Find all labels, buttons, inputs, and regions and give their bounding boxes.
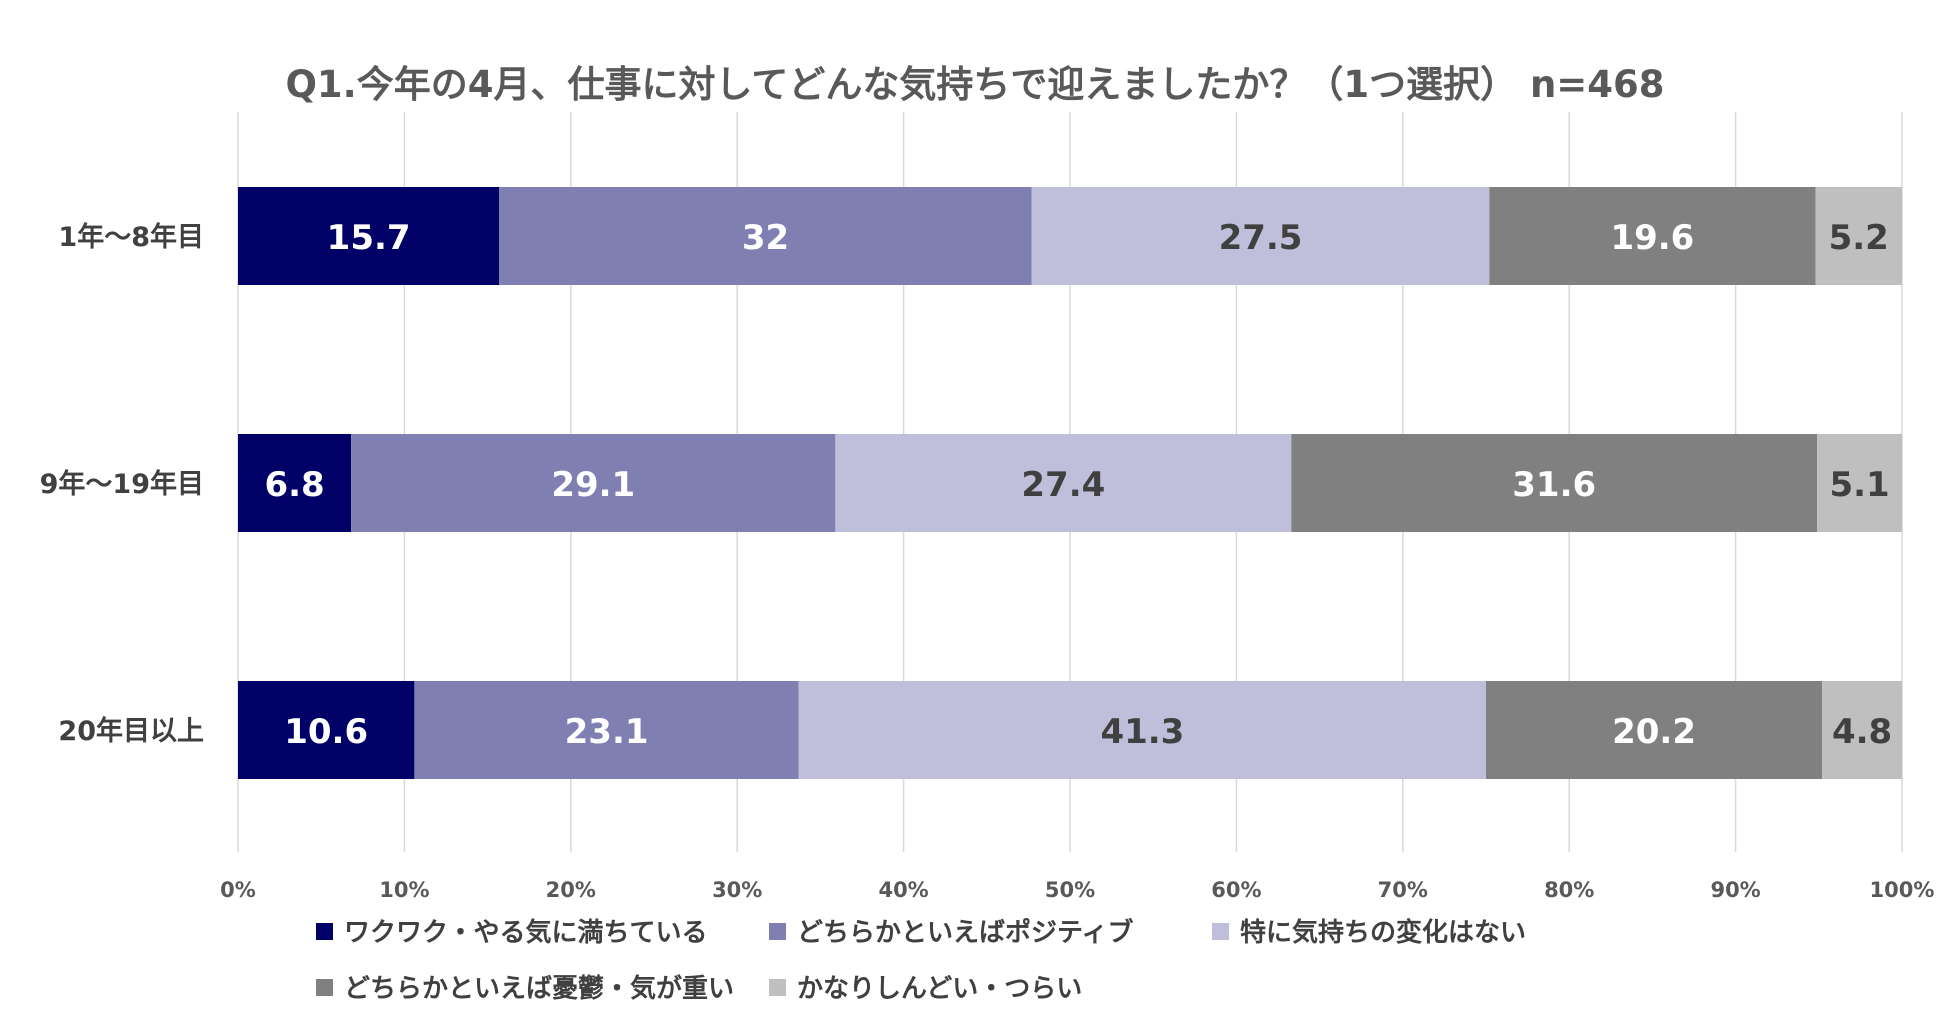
legend: ワクワク・やる気に満ちている どちらかといえばポジティブ 特に気持ちの変化はないどち… — [316, 917, 1526, 1004]
legend-swatch — [1212, 923, 1229, 940]
x-tick-label: 40% — [878, 878, 928, 902]
bar-segment — [1815, 187, 1902, 285]
category-label: 20年目以上 — [58, 715, 204, 747]
bar-segment — [835, 434, 1292, 532]
legend-swatch — [769, 923, 786, 940]
data-label: 32 — [742, 218, 789, 258]
chart-title: Q1.今年の4月、仕事に対してどんな気持ちで迎えましたか？（1つ選択） n=46… — [285, 63, 1664, 106]
x-tick-label: 30% — [712, 878, 762, 902]
legend-swatch — [316, 923, 333, 940]
x-tick-label: 60% — [1211, 878, 1261, 902]
x-tick-label: 20% — [546, 878, 596, 902]
category-label: 1年～8年目 — [58, 221, 204, 253]
legend-swatch — [769, 979, 786, 996]
data-label: 15.7 — [327, 218, 411, 258]
data-label: 10.6 — [284, 712, 368, 752]
bar-segment — [1291, 434, 1818, 532]
bar-segment — [1817, 434, 1902, 532]
data-label: 19.6 — [1610, 218, 1694, 258]
legend-swatch — [316, 979, 333, 996]
x-tick-label: 100% — [1870, 878, 1935, 902]
bar-segment — [414, 681, 799, 779]
data-label: 27.4 — [1021, 465, 1105, 505]
x-tick-label: 70% — [1378, 878, 1428, 902]
bar-segment — [238, 434, 352, 532]
legend-label: かなりしんどい・つらい — [797, 974, 1082, 1004]
bar-segment — [238, 681, 415, 779]
data-label: 31.6 — [1512, 465, 1596, 505]
bar-segment — [238, 187, 500, 285]
bar-segment — [499, 187, 1032, 285]
legend-label: ワクワク・やる気に満ちている — [344, 917, 707, 948]
bar-segment — [1486, 681, 1823, 779]
bar-segment — [1822, 681, 1902, 779]
bar-segment — [1489, 187, 1816, 285]
x-tick-label: 50% — [1045, 878, 1095, 902]
data-label: 29.1 — [551, 465, 635, 505]
data-label: 5.1 — [1829, 465, 1889, 505]
legend-label: どちらかといえば憂鬱・気が重い — [344, 973, 734, 1004]
data-label: 41.3 — [1100, 712, 1184, 752]
data-label: 5.2 — [1829, 218, 1889, 258]
category-label: 9年～19年目 — [40, 468, 204, 500]
legend-label: どちらかといえばポジティブ — [797, 917, 1133, 948]
x-tick-label: 10% — [379, 878, 429, 902]
data-label: 4.8 — [1832, 712, 1892, 752]
bar-segment — [1031, 187, 1490, 285]
legend-label: 特に気持ちの変化はない — [1240, 917, 1526, 948]
x-tick-label: 80% — [1544, 878, 1594, 902]
x-tick-label: 90% — [1710, 878, 1760, 902]
data-label: 27.5 — [1219, 218, 1303, 258]
bars: 15.7 32 27.5 19.6 5.2 6.8 29.1 27.4 31.6 5.1 10.6 2… — [238, 187, 1902, 779]
x-tick-label: 0% — [220, 878, 256, 902]
category-labels: 1年～8年目 9年～19年目 20年目以上 — [40, 221, 204, 747]
data-label: 20.2 — [1612, 712, 1696, 752]
bar-segment — [798, 681, 1486, 779]
bar-segment — [351, 434, 836, 532]
data-label: 23.1 — [565, 712, 649, 752]
x-axis-ticks: 0% 10% 20% 30% 40% 50% 60% 70% 80% 90% 100% — [220, 878, 1934, 902]
data-label: 6.8 — [264, 465, 324, 505]
